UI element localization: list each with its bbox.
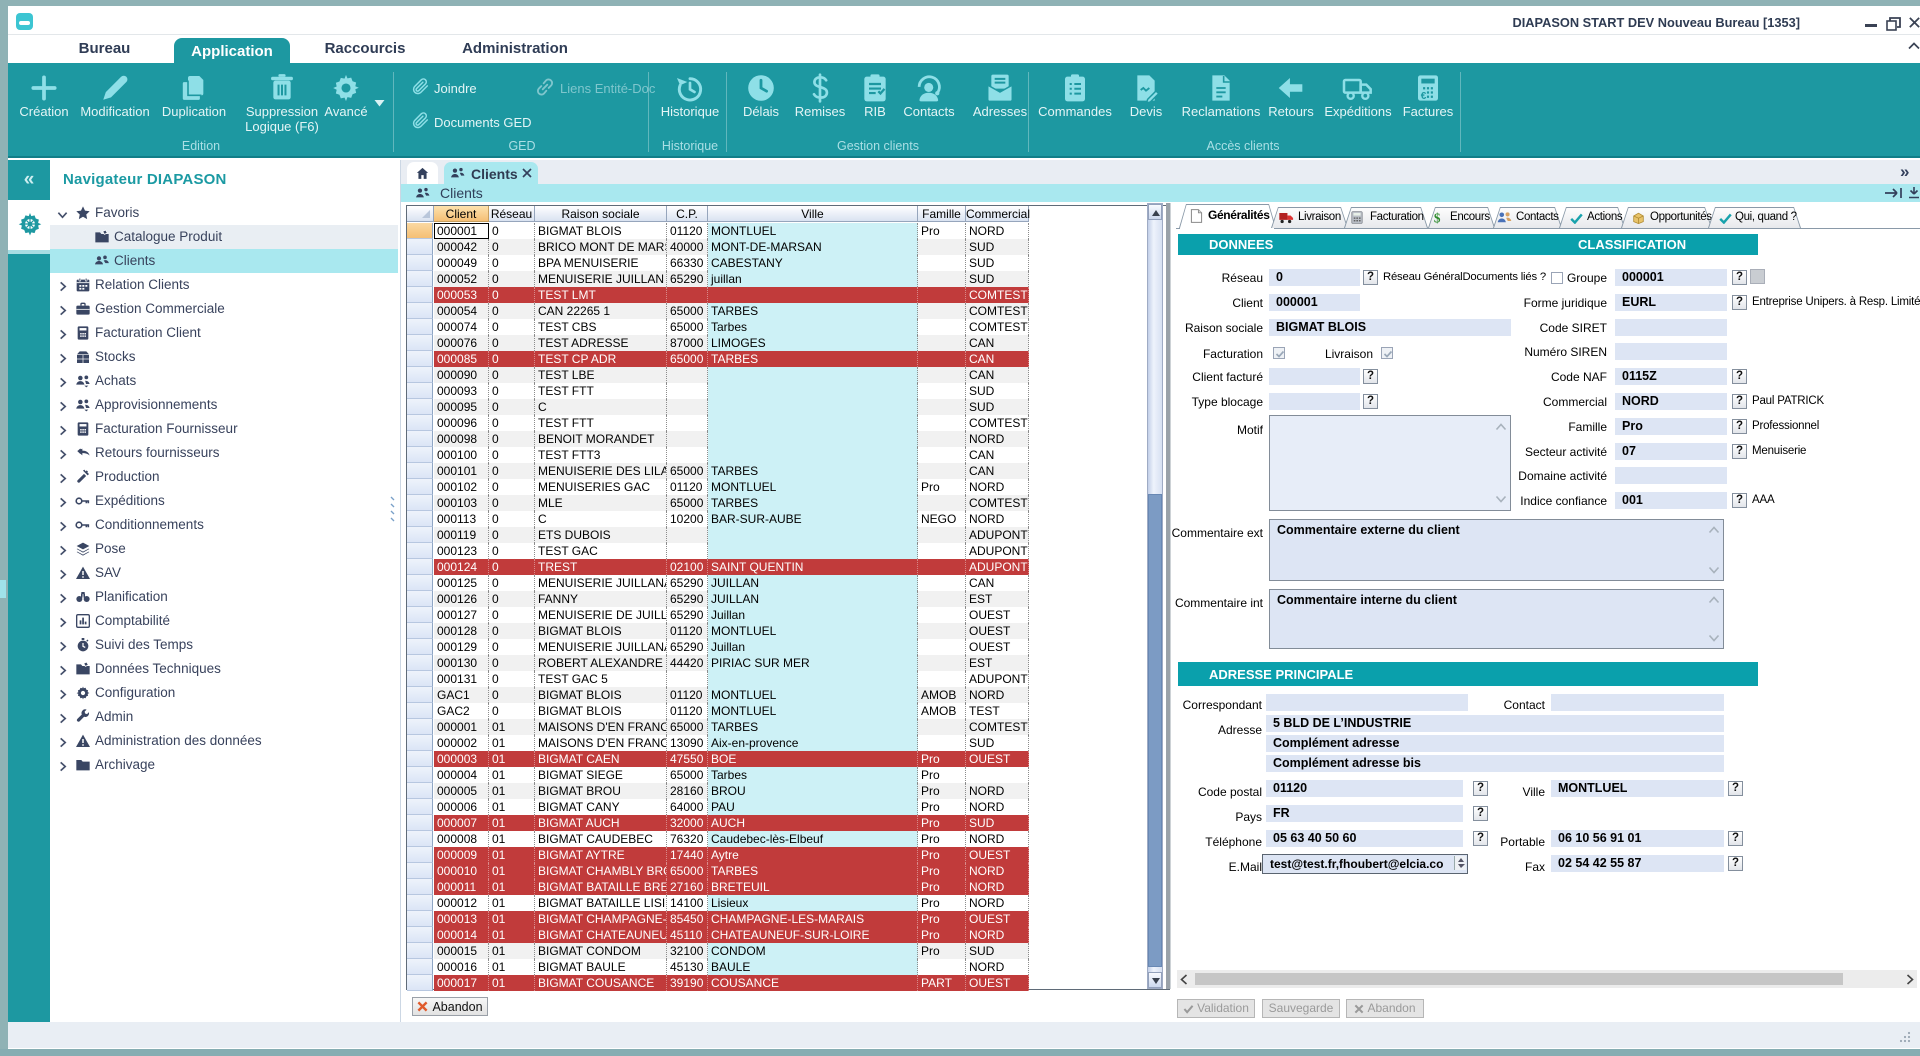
- svg-text:$: $: [1434, 211, 1441, 225]
- svg-text:€: €: [1421, 91, 1427, 102]
